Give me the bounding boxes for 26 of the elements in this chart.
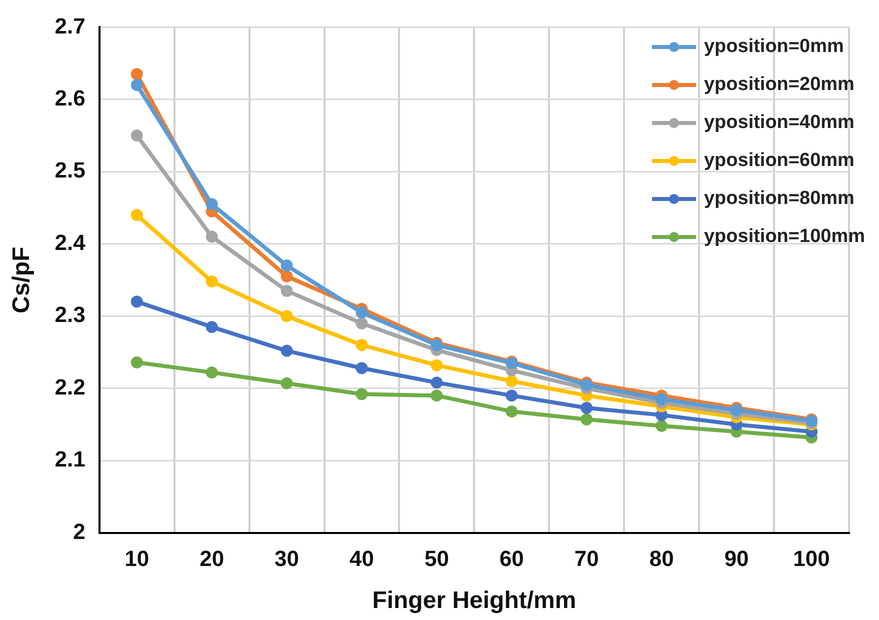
x-axis-title: Finger Height/mm: [372, 587, 576, 614]
x-tick-label: 30: [274, 546, 300, 572]
x-tick-label: 80: [649, 546, 674, 572]
y-tick-label: 2: [73, 518, 86, 544]
y-axis-title: Cs/pF: [8, 246, 36, 314]
y-tick-label: 2.2: [54, 374, 86, 400]
y-tick-label: 2.1: [54, 446, 86, 472]
legend-label: yposition=60mm: [704, 150, 854, 172]
x-tick-label: 20: [200, 546, 224, 572]
legend-label: yposition=20mm: [704, 74, 854, 96]
y-tick-label: 2.4: [54, 230, 86, 255]
legend-label: yposition=100mm: [704, 226, 865, 248]
y-tick-label: 2.3: [54, 302, 86, 328]
legend-label: yposition=80mm: [704, 188, 854, 210]
y-tick-label: 2.6: [54, 85, 86, 110]
x-tick-label: 100: [793, 546, 830, 572]
legend-label: yposition=0mm: [704, 36, 844, 58]
y-tick-label: 2.5: [54, 158, 86, 183]
x-tick-label: 10: [124, 546, 150, 572]
y-tick-label: 2.7: [54, 13, 86, 38]
x-tick-label: 50: [424, 546, 449, 572]
x-tick-label: 90: [724, 546, 749, 572]
x-tick-label: 60: [499, 546, 524, 572]
x-tick-label: 40: [350, 546, 374, 572]
x-tick-label: 70: [574, 546, 599, 572]
legend-label: yposition=40mm: [704, 112, 854, 134]
